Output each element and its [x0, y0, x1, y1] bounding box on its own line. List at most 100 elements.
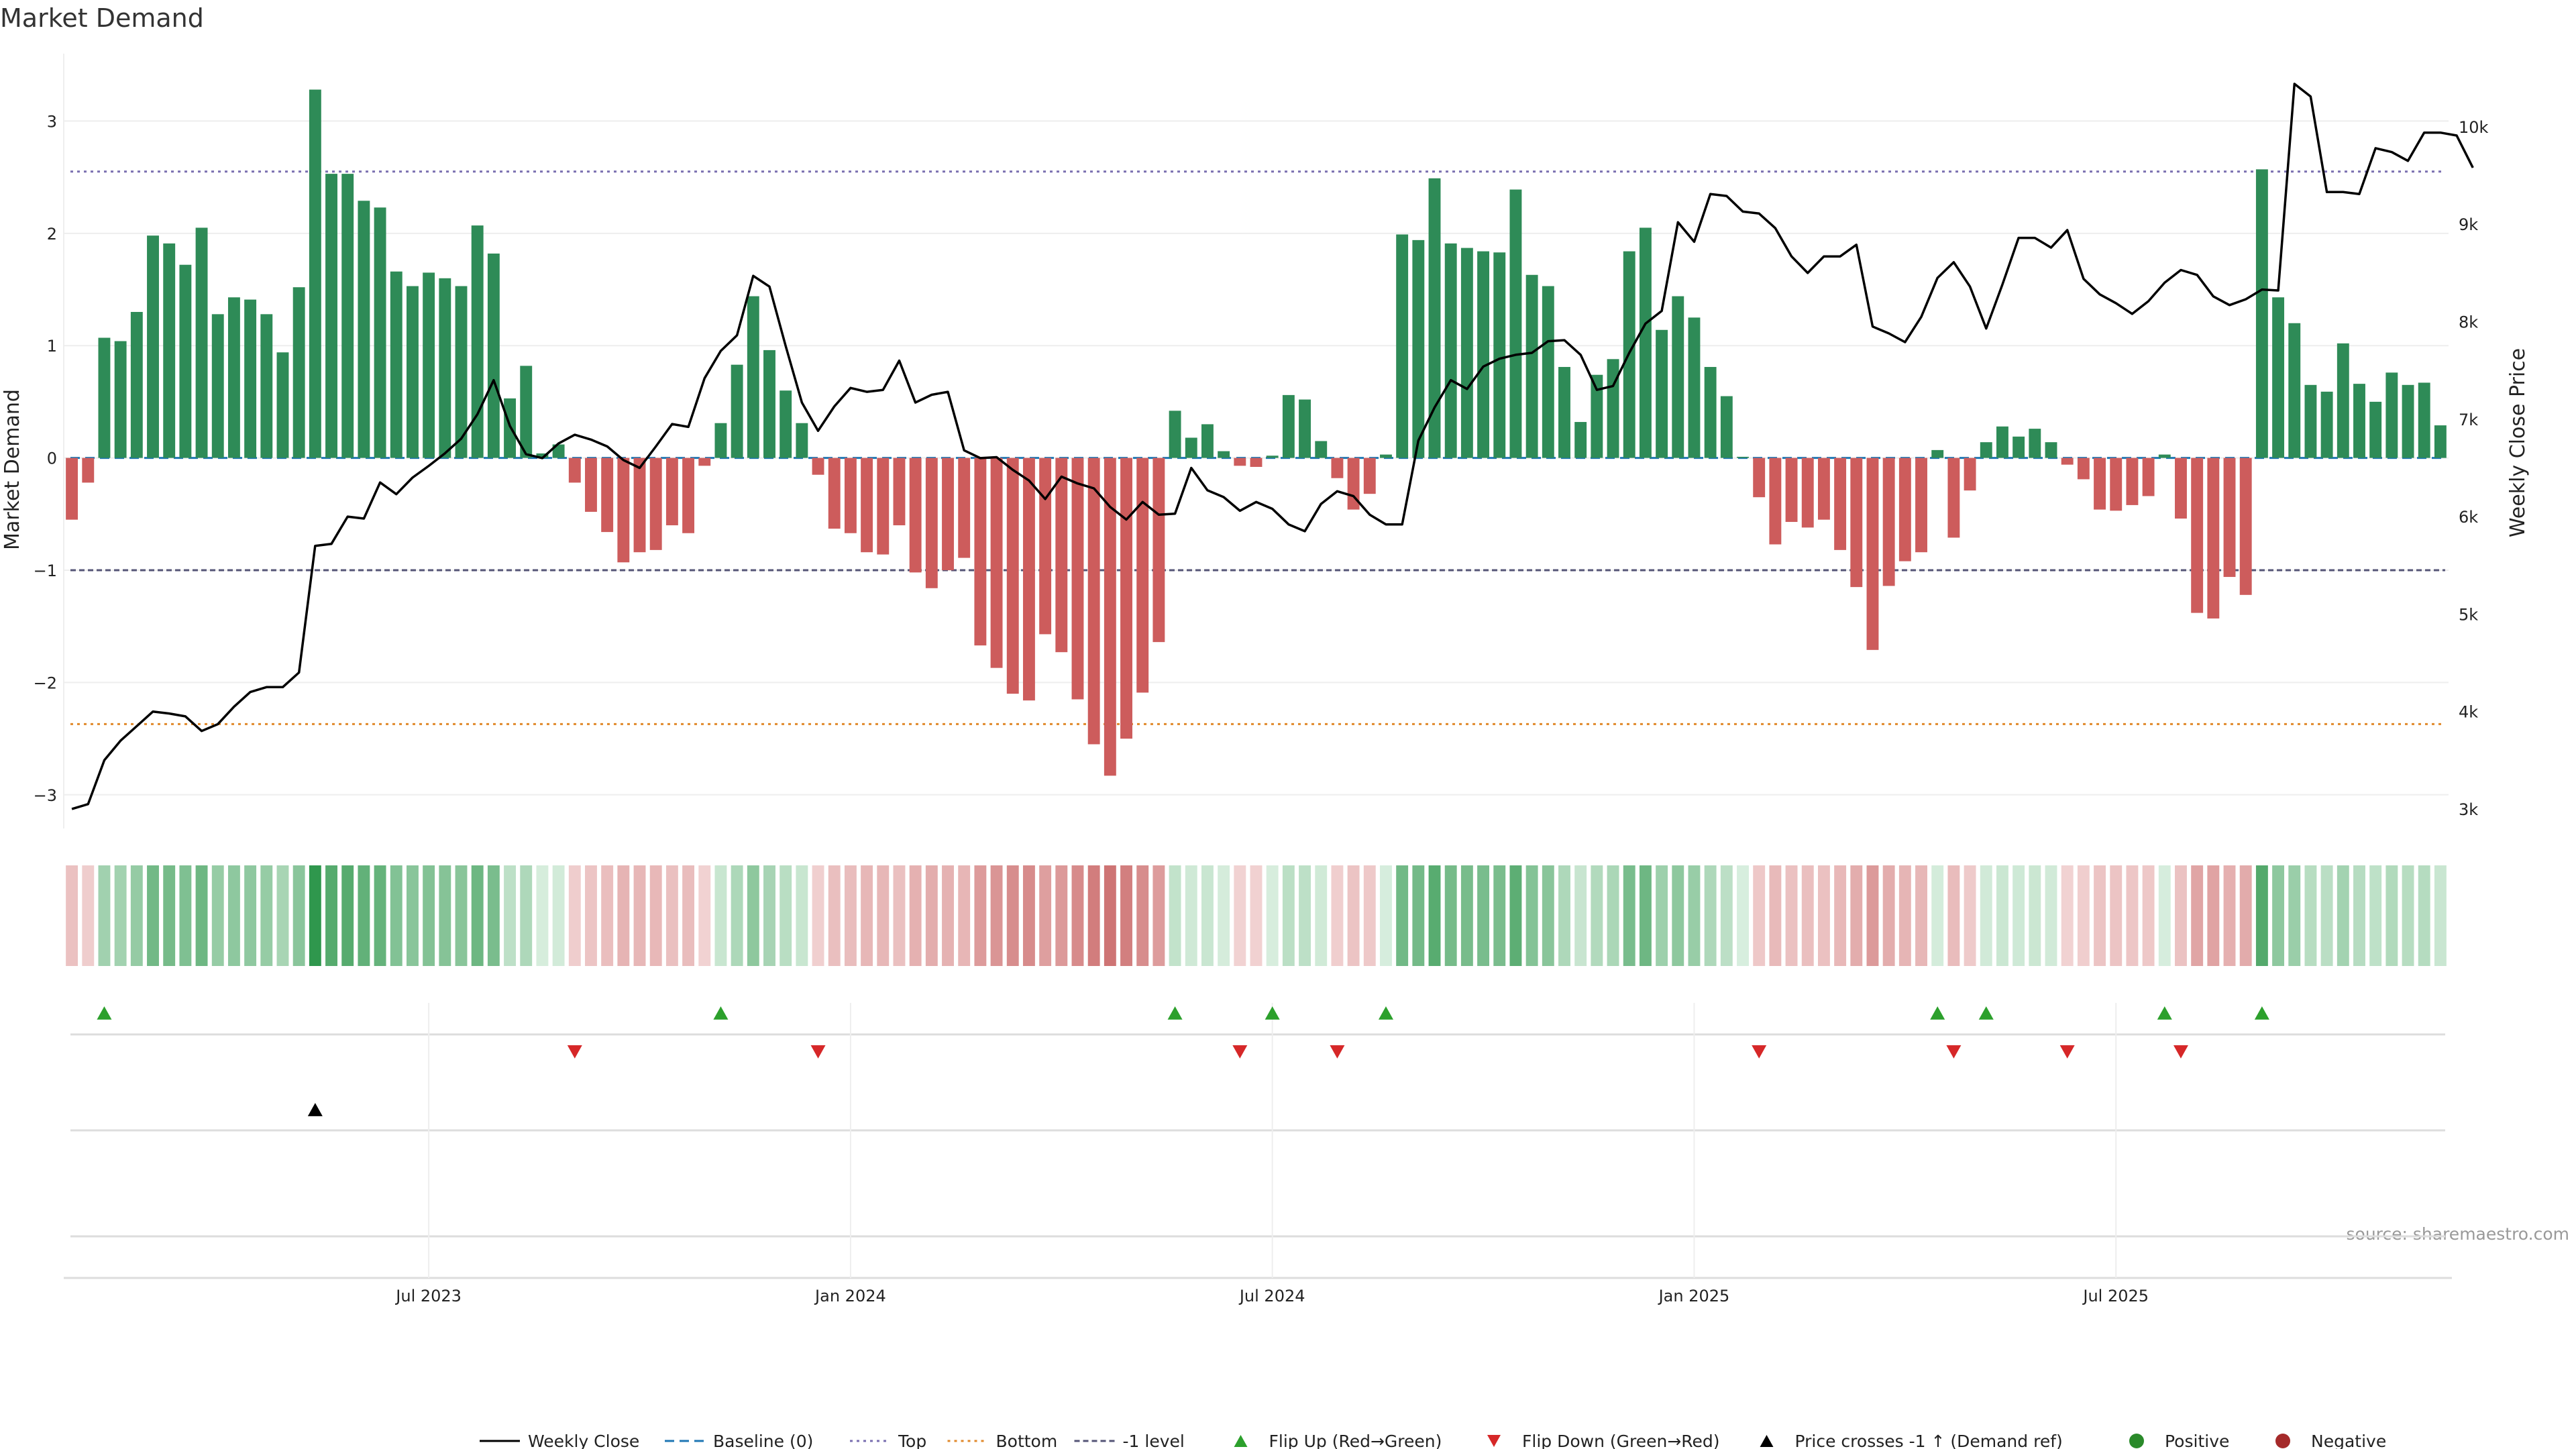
- demand-bar: [1331, 458, 1344, 478]
- y2-tick-label: 6k: [2459, 508, 2478, 527]
- heat-cell: [1704, 865, 1717, 966]
- heat-cell: [1964, 865, 1976, 966]
- heat-cell: [292, 865, 305, 966]
- y-tick-label: 0: [47, 449, 57, 468]
- demand-bar: [665, 458, 678, 526]
- demand-bar: [1866, 458, 1879, 650]
- demand-bar: [163, 243, 176, 458]
- demand-bar: [1656, 329, 1668, 458]
- demand-bar: [925, 458, 938, 588]
- demand-bar: [2337, 343, 2349, 458]
- y-axis-label: Market Demand: [1, 389, 24, 550]
- heat-cell: [714, 865, 727, 966]
- demand-bar: [1996, 426, 2008, 458]
- demand-bar: [698, 458, 711, 466]
- heat-cell: [958, 865, 971, 966]
- demand-bar: [2434, 425, 2447, 458]
- demand-bar: [1817, 458, 1830, 520]
- heat-cell: [2126, 865, 2139, 966]
- heat-cell: [1071, 865, 1084, 966]
- demand-bar: [2239, 458, 2252, 595]
- date-tick-label: Jan 2025: [1658, 1287, 1730, 1305]
- demand-bar: [2304, 384, 2317, 458]
- heat-cell: [2402, 865, 2414, 966]
- heat-cell: [2288, 865, 2301, 966]
- demand-bar: [1898, 458, 1911, 561]
- demand-bar: [2094, 458, 2106, 510]
- demand-bar: [585, 458, 597, 512]
- demand-bar: [2191, 458, 2204, 613]
- flip-up-marker: [1265, 1006, 1280, 1020]
- demand-bar: [1607, 359, 1619, 458]
- heat-cell: [455, 865, 468, 966]
- demand-bar: [276, 352, 289, 458]
- demand-bar: [682, 458, 695, 533]
- demand-bar: [763, 350, 775, 458]
- demand-bar: [2402, 384, 2414, 458]
- demand-bar: [2272, 297, 2285, 458]
- y2-tick-label: 5k: [2459, 605, 2478, 624]
- heat-cell: [1477, 865, 1490, 966]
- heat-cell: [2012, 865, 2025, 966]
- heat-cell: [2272, 865, 2285, 966]
- heat-cell: [2077, 865, 2090, 966]
- heat-cell: [1591, 865, 1603, 966]
- demand-bar: [796, 423, 808, 458]
- demand-bar: [455, 286, 468, 458]
- demand-bar: [1169, 411, 1181, 458]
- demand-bar: [1639, 227, 1652, 458]
- demand-bar: [2142, 458, 2155, 496]
- heat-cell: [1250, 865, 1263, 966]
- heat-cell: [1866, 865, 1879, 966]
- heat-cell: [649, 865, 662, 966]
- demand-bar: [195, 227, 208, 458]
- demand-bar: [1493, 252, 1506, 458]
- y-tick-label: −2: [34, 674, 57, 692]
- heat-cell: [309, 865, 321, 966]
- heat-cell: [974, 865, 987, 966]
- demand-bar: [844, 458, 857, 533]
- demand-bar: [260, 314, 273, 458]
- heat-cell: [1396, 865, 1409, 966]
- heat-cell: [2353, 865, 2365, 966]
- heat-cell: [1915, 865, 1927, 966]
- price-cross-marker: [307, 1103, 323, 1116]
- flip-down-marker: [1330, 1045, 1345, 1059]
- flip-up-marker: [2254, 1006, 2269, 1020]
- demand-bar: [2158, 454, 2171, 458]
- heat-cell: [1720, 865, 1733, 966]
- legend-label: -1 level: [1123, 1432, 1185, 1449]
- y2-tick-label: 8k: [2459, 313, 2478, 332]
- flip-down-marker: [1752, 1045, 1767, 1059]
- heat-cell: [2255, 865, 2268, 966]
- heat-cell: [2385, 865, 2398, 966]
- flip-up-marker: [1930, 1006, 1945, 1020]
- legend-label: Price crosses -1 ↑ (Demand ref): [1795, 1432, 2063, 1449]
- heat-cell: [1753, 865, 1766, 966]
- heat-cell: [260, 865, 273, 966]
- demand-bar: [309, 89, 321, 458]
- demand-bar: [66, 458, 78, 520]
- legend-swatch: [1234, 1435, 1248, 1447]
- demand-bar: [942, 458, 954, 570]
- heat-cell: [2158, 865, 2171, 966]
- demand-bar: [552, 444, 565, 458]
- demand-bar: [130, 312, 143, 458]
- heat-cell: [1299, 865, 1311, 966]
- demand-bar: [147, 235, 159, 458]
- demand-bar: [909, 458, 922, 573]
- flip-up-marker: [2157, 1006, 2172, 1020]
- flip-up-marker: [97, 1006, 112, 1020]
- legend-label: Weekly Close: [528, 1432, 639, 1449]
- demand-bar: [617, 458, 630, 563]
- heat-cell: [227, 865, 240, 966]
- legend-label: Flip Down (Green→Red): [1522, 1432, 1720, 1449]
- demand-bar: [487, 253, 500, 458]
- heat-cell: [358, 865, 370, 966]
- demand-bar: [1201, 424, 1214, 458]
- heat-cell: [1525, 865, 1538, 966]
- heat-cell: [2207, 865, 2220, 966]
- demand-bar: [1120, 458, 1132, 739]
- demand-bar: [974, 458, 987, 646]
- demand-bar: [1688, 317, 1701, 458]
